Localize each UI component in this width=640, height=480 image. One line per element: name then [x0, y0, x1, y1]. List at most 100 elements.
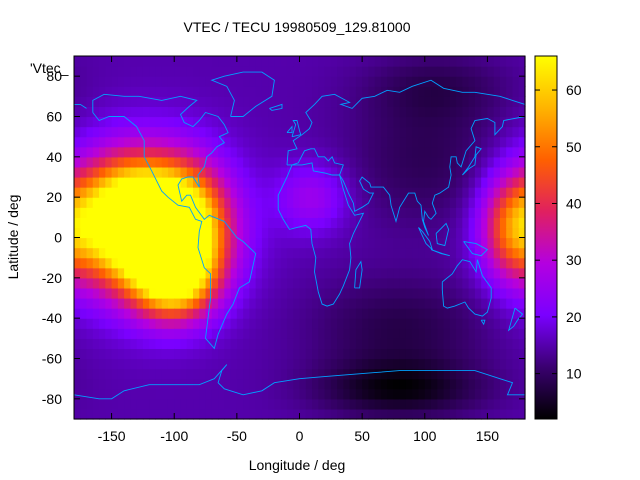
heatmap-cell	[268, 328, 276, 339]
heatmap-cell	[186, 277, 194, 289]
heatmap-cell	[512, 106, 520, 118]
heatmap-cell	[374, 257, 382, 269]
heatmap-cell	[299, 66, 307, 77]
heatmap-cell	[268, 187, 276, 198]
heatmap-cell	[399, 66, 407, 77]
heatmap-cell	[149, 348, 157, 360]
heatmap-cell	[236, 197, 244, 208]
heatmap-cell	[174, 116, 182, 128]
heatmap-cell	[167, 267, 175, 279]
heatmap-cell	[186, 408, 194, 420]
heatmap-cell	[393, 177, 401, 188]
heatmap-cell	[155, 388, 163, 400]
heatmap-cell	[449, 96, 457, 108]
heatmap-cell	[99, 378, 106, 390]
heatmap-cell	[230, 116, 238, 128]
heatmap-cell	[130, 76, 138, 87]
heatmap-cell	[431, 227, 438, 239]
heatmap-cell	[99, 318, 106, 329]
heatmap-cell	[186, 257, 194, 269]
heatmap-cell	[312, 56, 319, 67]
heatmap-cell	[293, 257, 301, 269]
heatmap-cell	[243, 257, 250, 269]
heatmap-cell	[299, 187, 307, 198]
heatmap-cell	[193, 318, 200, 329]
heatmap-cell	[443, 227, 451, 239]
heatmap-cell	[393, 267, 401, 279]
heatmap-cell	[255, 207, 263, 218]
heatmap-cell	[299, 177, 307, 188]
heatmap-cell	[167, 136, 175, 148]
heatmap-cell	[374, 408, 382, 420]
heatmap-cell	[149, 126, 157, 138]
heatmap-cell	[211, 207, 219, 218]
heatmap-cell	[161, 146, 169, 158]
heatmap-cell	[124, 308, 131, 319]
heatmap-cell	[174, 56, 182, 67]
heatmap-cell	[518, 166, 526, 178]
heatmap-cell	[318, 106, 326, 118]
heatmap-cell	[481, 86, 489, 97]
y-tick-label: 0	[54, 230, 62, 246]
heatmap-cell	[193, 408, 200, 420]
heatmap-cell	[399, 177, 407, 188]
heatmap-cell	[387, 126, 395, 138]
heatmap-cell	[437, 177, 445, 188]
heatmap-cell	[355, 187, 363, 198]
heatmap-cell	[193, 126, 200, 138]
heatmap-cell	[249, 237, 257, 249]
heatmap-cell	[111, 136, 119, 148]
heatmap-cell	[255, 86, 263, 97]
heatmap-cell	[86, 237, 94, 249]
heatmap-cell	[86, 76, 94, 87]
heatmap-cell	[74, 197, 81, 208]
heatmap-cell	[255, 116, 263, 128]
heatmap-cell	[167, 66, 175, 77]
heatmap-cell	[167, 56, 175, 67]
heatmap-cell	[86, 197, 94, 208]
heatmap-cell	[149, 66, 157, 77]
heatmap-cell	[86, 156, 94, 168]
heatmap-cell	[362, 277, 369, 289]
heatmap-cell	[280, 388, 288, 400]
heatmap-cell	[130, 96, 138, 108]
heatmap-cell	[286, 277, 294, 289]
heatmap-cell	[211, 116, 219, 128]
heatmap-cell	[74, 348, 81, 360]
heatmap-cell	[481, 408, 489, 420]
heatmap-cell	[493, 368, 501, 380]
heatmap-cell	[493, 177, 501, 188]
heatmap-cell	[124, 267, 131, 279]
heatmap-cell	[374, 338, 382, 350]
heatmap-cell	[243, 197, 250, 208]
heatmap-cell	[99, 388, 106, 400]
heatmap-cell	[418, 368, 426, 380]
heatmap-cell	[481, 187, 489, 198]
heatmap-cell	[205, 146, 213, 158]
heatmap-cell	[86, 227, 94, 239]
heatmap-cell	[74, 257, 81, 269]
heatmap-cell	[518, 156, 526, 168]
heatmap-cell	[368, 156, 376, 168]
heatmap-cell	[368, 287, 376, 299]
heatmap-cell	[318, 368, 326, 380]
heatmap-cell	[468, 227, 476, 239]
heatmap-cell	[105, 207, 113, 218]
heatmap-cell	[349, 267, 357, 279]
heatmap-cell	[224, 338, 232, 350]
heatmap-cell	[286, 156, 294, 168]
heatmap-cell	[105, 408, 113, 420]
heatmap-cell	[405, 96, 413, 108]
heatmap-cell	[86, 368, 94, 380]
heatmap-cell	[274, 298, 282, 309]
heatmap-cell	[456, 217, 463, 229]
heatmap-cell	[499, 227, 507, 239]
heatmap-cell	[431, 308, 438, 319]
heatmap-cell	[487, 408, 495, 420]
heatmap-cell	[280, 308, 288, 319]
heatmap-cell	[493, 408, 501, 420]
heatmap-cell	[124, 136, 131, 148]
heatmap-cell	[431, 277, 438, 289]
heatmap-cell	[167, 298, 175, 309]
